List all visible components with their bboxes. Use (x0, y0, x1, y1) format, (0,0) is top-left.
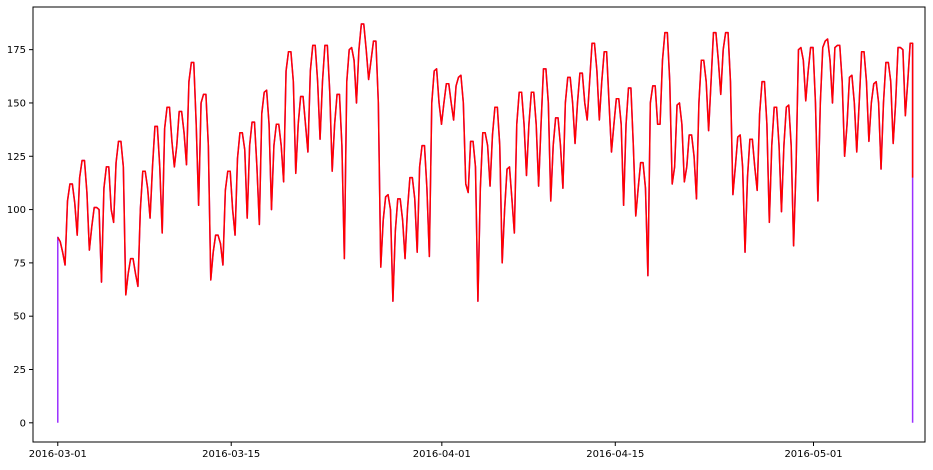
y-tick-label: 100 (7, 205, 26, 216)
plot-frame (32, 6, 926, 443)
x-tick-label: 2016-04-01 (413, 449, 471, 460)
x-tick-label: 2016-03-15 (202, 449, 260, 460)
y-tick-label: 25 (13, 365, 26, 376)
y-tick-label: 150 (7, 98, 26, 109)
series-line-2 (57, 23, 914, 303)
y-tick-label: 75 (13, 258, 26, 269)
x-axis: 2016-03-01 2016-03-15 2016-04-01 2016-04-15… (29, 442, 843, 460)
y-tick-label: 50 (13, 312, 26, 323)
y-tick-label: 0 (20, 418, 26, 429)
series-layer (57, 23, 914, 423)
y-tick-label: 125 (7, 152, 26, 163)
y-tick-label: 175 (7, 45, 26, 56)
x-tick-label: 2016-03-01 (29, 449, 87, 460)
x-tick-label: 2016-04-15 (586, 449, 644, 460)
y-axis: 0 25 50 75 100 125 150 175 (7, 45, 33, 429)
x-tick-label: 2016-05-01 (784, 449, 842, 460)
